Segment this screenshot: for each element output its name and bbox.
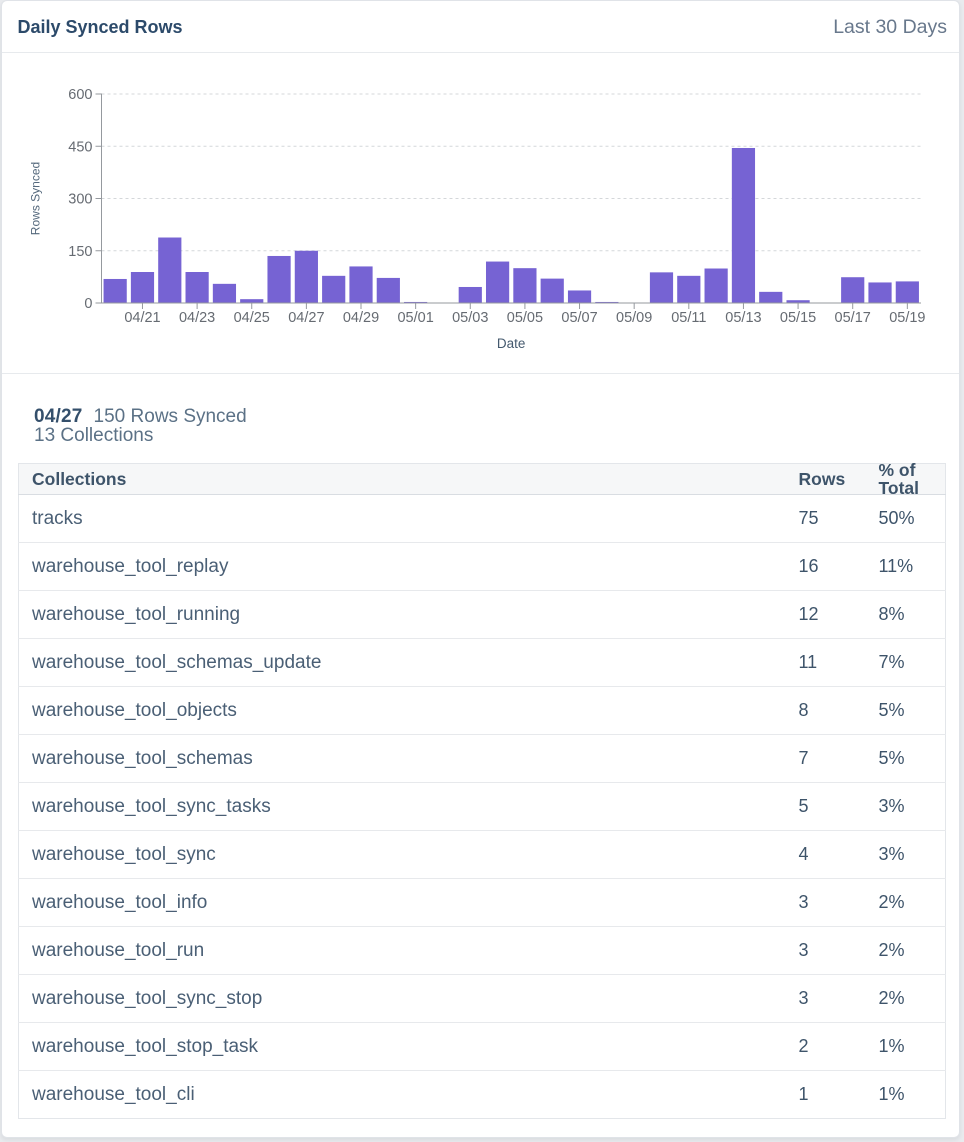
svg-text:Date: Date bbox=[497, 336, 526, 351]
svg-text:450: 450 bbox=[68, 139, 92, 155]
svg-text:04/21: 04/21 bbox=[124, 310, 160, 326]
svg-text:Rows Synced: Rows Synced bbox=[29, 162, 43, 235]
svg-text:05/13: 05/13 bbox=[725, 310, 761, 326]
svg-text:05/09: 05/09 bbox=[616, 310, 652, 326]
svg-text:05/17: 05/17 bbox=[835, 310, 871, 326]
svg-text:04/25: 04/25 bbox=[234, 310, 270, 326]
svg-text:05/11: 05/11 bbox=[671, 310, 706, 326]
svg-text:05/05: 05/05 bbox=[507, 310, 543, 326]
svg-text:0: 0 bbox=[84, 296, 92, 312]
svg-text:05/01: 05/01 bbox=[397, 310, 433, 326]
svg-text:05/15: 05/15 bbox=[780, 310, 816, 326]
svg-text:150: 150 bbox=[68, 244, 92, 260]
svg-text:300: 300 bbox=[68, 192, 92, 208]
svg-text:05/19: 05/19 bbox=[889, 310, 925, 326]
svg-text:04/23: 04/23 bbox=[179, 310, 215, 326]
svg-text:600: 600 bbox=[68, 87, 92, 103]
svg-text:04/29: 04/29 bbox=[343, 310, 379, 326]
svg-text:05/03: 05/03 bbox=[452, 310, 488, 326]
svg-text:04/27: 04/27 bbox=[288, 310, 324, 326]
svg-text:05/07: 05/07 bbox=[561, 310, 597, 326]
